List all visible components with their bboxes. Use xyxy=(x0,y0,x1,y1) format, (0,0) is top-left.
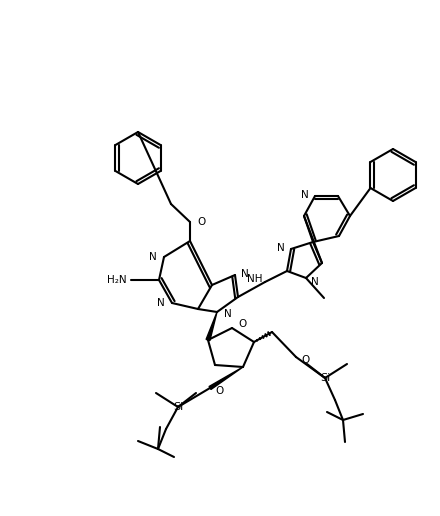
Text: H₂N: H₂N xyxy=(107,275,127,285)
Text: N: N xyxy=(149,252,157,262)
Text: NH: NH xyxy=(247,275,262,284)
Polygon shape xyxy=(209,367,243,390)
Text: Si: Si xyxy=(320,373,330,383)
Text: N: N xyxy=(241,269,249,279)
Text: N: N xyxy=(311,277,319,287)
Text: O: O xyxy=(301,355,309,365)
Polygon shape xyxy=(206,312,217,341)
Text: N: N xyxy=(277,243,285,253)
Text: N: N xyxy=(301,190,309,200)
Text: N: N xyxy=(224,309,232,319)
Text: O: O xyxy=(215,386,223,396)
Text: Si: Si xyxy=(173,402,183,412)
Text: N: N xyxy=(157,298,165,308)
Text: O: O xyxy=(238,319,246,329)
Text: O: O xyxy=(197,217,205,227)
